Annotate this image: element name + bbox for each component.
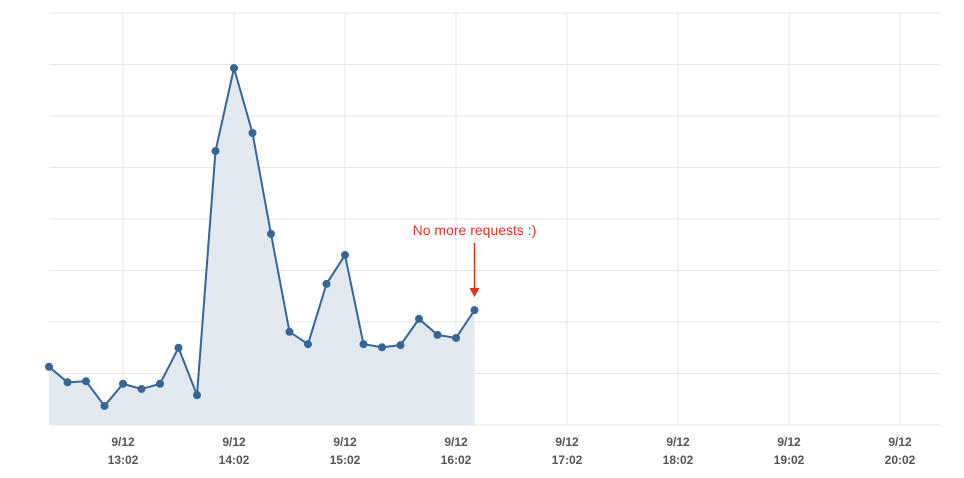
data-point	[452, 333, 460, 342]
data-point	[63, 378, 72, 387]
data-point	[304, 340, 312, 349]
x-tick-date: 9/12	[444, 435, 468, 449]
annotation-text: No more requests :)	[413, 222, 537, 238]
x-tick-date: 9/12	[666, 435, 690, 449]
data-point	[211, 147, 220, 156]
x-tick-date: 9/12	[333, 435, 357, 449]
data-point	[285, 327, 294, 336]
data-point	[137, 384, 146, 393]
x-tick-time: 16:02	[441, 453, 472, 467]
x-tick-date: 9/12	[888, 435, 912, 449]
data-points	[45, 64, 479, 410]
data-point	[156, 379, 164, 388]
x-tick-date: 9/12	[111, 435, 135, 449]
data-point	[433, 330, 442, 339]
data-point	[267, 229, 275, 238]
annotation-arrow-head	[469, 288, 480, 297]
x-tick-date: 9/12	[777, 435, 801, 449]
x-tick-date: 9/12	[222, 435, 246, 449]
area-fill	[49, 68, 475, 425]
series-line	[48, 67, 476, 408]
data-point	[174, 343, 183, 352]
data-point	[322, 279, 331, 288]
data-point	[341, 251, 349, 260]
x-tick-date: 9/12	[555, 435, 579, 449]
data-point	[248, 128, 257, 137]
data-point	[230, 64, 238, 73]
x-tick-time: 15:02	[330, 453, 361, 467]
x-tick-time: 14:02	[219, 453, 250, 467]
data-point	[396, 341, 405, 350]
data-point	[378, 343, 386, 352]
x-tick-time: 18:02	[663, 453, 694, 467]
annotation: No more requests :)	[413, 222, 537, 297]
x-tick-time: 13:02	[108, 453, 139, 467]
data-point	[193, 391, 201, 400]
data-point	[359, 340, 368, 349]
data-point	[470, 306, 479, 315]
x-tick-time: 19:02	[774, 453, 805, 467]
data-point	[415, 314, 423, 323]
x-tick-time: 17:02	[552, 453, 583, 467]
data-point	[119, 379, 127, 388]
x-tick-time: 20:02	[885, 453, 916, 467]
data-point	[82, 377, 90, 386]
x-axis-ticks: 9/12 13:02 9/12 14:02 9/12 15:02 9/12 16:02 9/12…	[108, 435, 916, 467]
data-point	[45, 362, 53, 371]
data-point	[100, 401, 109, 410]
